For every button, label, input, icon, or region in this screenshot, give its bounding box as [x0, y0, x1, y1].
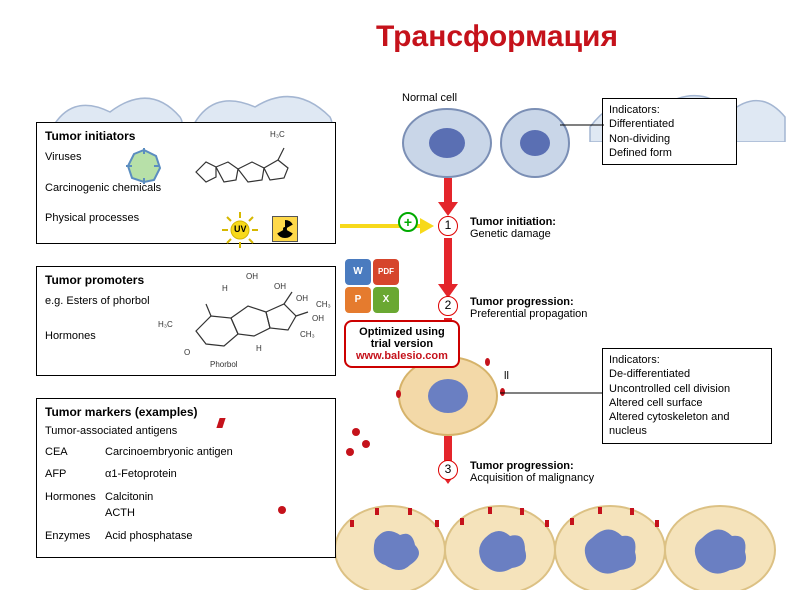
- connector-normal: [560, 120, 604, 130]
- ppt-icon: P: [345, 287, 371, 313]
- normal-cell-adjacent: [500, 108, 570, 178]
- indicators-tumor-line-2: Altered cell surface: [609, 396, 765, 410]
- normal-nucleus: [429, 128, 465, 158]
- indicators-tumor-line-1: Uncontrolled cell division: [609, 382, 765, 396]
- stage-1-sub: Genetic damage: [470, 228, 556, 240]
- stage-3-title: Tumor progression:: [470, 460, 594, 472]
- chem-h-2: H: [256, 344, 262, 353]
- stage-2-title: Tumor progression:: [470, 296, 587, 308]
- marker-row-0-c2: Carcinoembryonic antigen: [105, 444, 327, 461]
- tumor-cell: [398, 356, 498, 436]
- indicators-normal-line-1: Non-dividing: [609, 132, 730, 146]
- tumor-cells-bottom: [330, 490, 790, 590]
- normal-nucleus-2: [520, 130, 550, 156]
- free-marker-dot: [352, 428, 360, 436]
- normal-cell-label: Normal cell: [402, 92, 457, 104]
- chem-oh-4: OH: [312, 314, 324, 323]
- marker-row-3-c1: Enzymes: [45, 528, 105, 545]
- chem-o: O: [184, 348, 190, 357]
- marker-row-2-c2: Calcitonin ACTH: [105, 489, 327, 522]
- marker-row-2-c1: Hormones: [45, 489, 105, 522]
- arrow-stage-2: [438, 238, 458, 298]
- chem-oh-2: OH: [274, 282, 286, 291]
- initiator-arrow: [340, 218, 436, 234]
- chemical-structure-icon: [186, 132, 306, 192]
- chem-oh-1: OH: [246, 272, 258, 281]
- normal-cell: [402, 108, 492, 178]
- plus-icon: +: [398, 212, 418, 232]
- stage-number-1: 1: [438, 216, 458, 236]
- stage-number-3: 3: [438, 460, 458, 480]
- marker-dot: [485, 358, 490, 366]
- tumor-nucleus: [428, 379, 468, 413]
- connector-tumor: [500, 388, 602, 398]
- marker-dot: [396, 390, 401, 398]
- page-title: Трансформация: [376, 20, 618, 54]
- indicators-tumor-line-3: Altered cytoskeleton and nucleus: [609, 410, 765, 439]
- uv-icon: UV: [222, 212, 258, 248]
- file-icons-overlay: W PDF P X: [344, 258, 404, 314]
- stage-3-sub: Acquisition of malignancy: [470, 472, 594, 484]
- uv-label: UV: [234, 224, 247, 234]
- watermark-link: www.balesio.com: [356, 350, 448, 362]
- chem-oh-3: OH: [296, 294, 308, 303]
- stage-1-title: Tumor initiation:: [470, 216, 556, 228]
- markers-line1: Tumor-associated antigens: [45, 423, 327, 440]
- chem-label-h3c: H₃C: [270, 130, 285, 139]
- watermark-line2: trial version: [356, 338, 448, 350]
- indicators-tumor-line-0: De-differentiated: [609, 367, 765, 381]
- free-marker-dot: [346, 448, 354, 456]
- chem-h3c-2: H₃C: [158, 320, 173, 329]
- virus-icon: [126, 148, 162, 184]
- watermark-box: Optimized using trial version www.balesi…: [344, 320, 460, 368]
- marker-row-0-c1: CEA: [45, 444, 105, 461]
- phorbol-label: Phorbol: [210, 360, 238, 369]
- excel-icon: X: [373, 287, 399, 313]
- stage-number-2: 2: [438, 296, 458, 316]
- stage-3: Tumor progression: Acquisition of malign…: [470, 460, 594, 484]
- marker-row-1-c2: α1-Fetoprotein: [105, 466, 327, 483]
- stage-2-sub: Preferential propagation: [470, 308, 587, 320]
- indicators-normal-header: Indicators:: [609, 103, 730, 117]
- word-icon: W: [345, 259, 371, 285]
- indicators-normal-line-2: Defined form: [609, 146, 730, 160]
- indicators-normal-box: Indicators: Differentiated Non-dividing …: [602, 98, 737, 165]
- tumor-cell-label-partial: ll: [504, 370, 509, 382]
- pdf-icon: PDF: [373, 259, 399, 285]
- arrow-stage-1: [438, 178, 458, 216]
- hormone-dot-icon: [278, 506, 286, 514]
- watermark-line1: Optimized using: [356, 326, 448, 338]
- chem-ch3-2: CH₃: [316, 300, 331, 309]
- stage-2: Tumor progression: Preferential propagat…: [470, 296, 587, 320]
- free-marker-dot: [362, 440, 370, 448]
- stage-1: Tumor initiation: Genetic damage: [470, 216, 556, 240]
- indicators-tumor-header: Indicators:: [609, 353, 765, 367]
- radiation-icon: [272, 216, 298, 242]
- chem-ch3-1: CH₃: [300, 330, 315, 339]
- chem-h-1: H: [222, 284, 228, 293]
- marker-row-1-c1: AFP: [45, 466, 105, 483]
- panel-markers: Tumor markers (examples) Tumor-associate…: [36, 398, 336, 558]
- indicators-tumor-box: Indicators: De-differentiated Uncontroll…: [602, 348, 772, 444]
- indicators-normal-line-0: Differentiated: [609, 117, 730, 131]
- marker-row-3-c2: Acid phosphatase: [105, 528, 327, 545]
- panel-markers-header: Tumor markers (examples): [45, 405, 327, 419]
